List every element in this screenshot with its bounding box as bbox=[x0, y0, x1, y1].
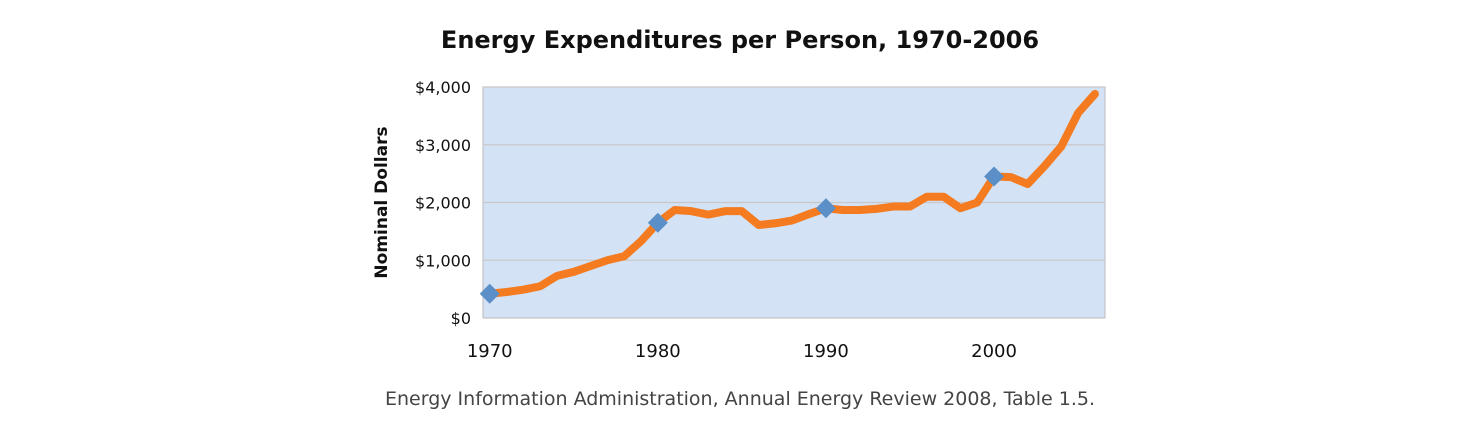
x-tick-label: 1970 bbox=[467, 341, 513, 362]
x-tick-label: 2000 bbox=[971, 341, 1017, 362]
y-tick-label: $3,000 bbox=[415, 136, 471, 155]
data-point-marker bbox=[984, 166, 1005, 187]
y-tick-label: $1,000 bbox=[415, 251, 471, 270]
x-tick-label: 1980 bbox=[635, 341, 681, 362]
data-point-marker bbox=[479, 283, 500, 304]
y-tick-label: $0 bbox=[451, 309, 471, 328]
data-point-marker bbox=[647, 212, 668, 233]
data-point-marker bbox=[815, 198, 836, 219]
x-tick-label: 1990 bbox=[803, 341, 849, 362]
y-axis-label: Nominal Dollars bbox=[372, 126, 392, 278]
chart-title: Energy Expenditures per Person, 1970-200… bbox=[440, 26, 1040, 54]
y-tick-label: $2,000 bbox=[415, 194, 471, 213]
y-tick-label: $4,000 bbox=[415, 78, 471, 97]
source-note: Energy Information Administration, Annua… bbox=[384, 388, 1096, 410]
